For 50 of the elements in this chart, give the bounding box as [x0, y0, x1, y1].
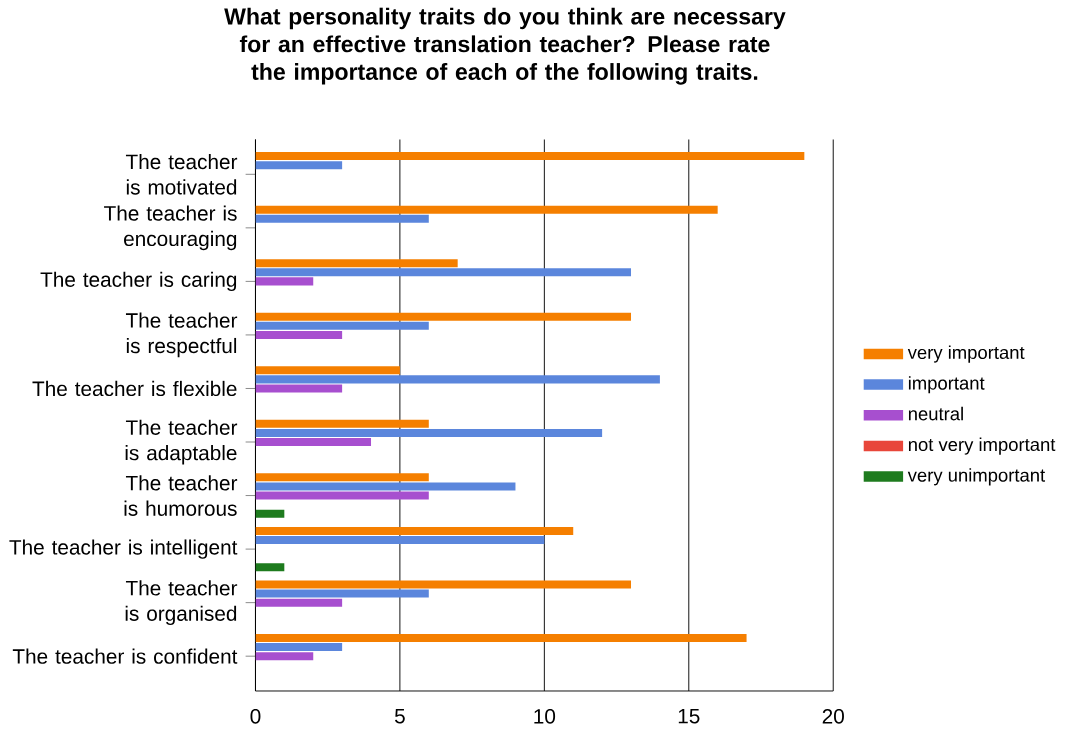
- legend-label: neutral: [908, 406, 963, 421]
- legend-label: not very important: [908, 437, 1056, 455]
- bar: [255, 419, 429, 428]
- bar: [255, 580, 632, 589]
- bar: [255, 589, 429, 598]
- bar: [255, 151, 805, 160]
- y-tick-label: The teacher is motivated: [125, 153, 238, 195]
- y-tick-label: The teacher is intelligent: [9, 539, 238, 559]
- bar: [255, 563, 285, 572]
- bar: [255, 312, 632, 321]
- x-tick-label: 15: [678, 708, 700, 724]
- y-tick-label: The teacher is flexible: [32, 380, 237, 396]
- bar: [255, 161, 343, 170]
- bar: [255, 366, 400, 375]
- bar: [255, 509, 285, 518]
- bar: [255, 375, 660, 384]
- y-tick-label: The teacher is respectful: [125, 312, 238, 358]
- chart-title: What personality traits do you think are necessary for an effective translation teacher? Please rate the importance of each of the following traits.: [224, 7, 786, 85]
- bar: [255, 535, 545, 544]
- bar: [255, 330, 343, 339]
- y-tick-label: The teacher is encouraging: [104, 205, 237, 251]
- legend-label: very unimportant: [907, 467, 1046, 486]
- legend-label: important: [908, 375, 985, 394]
- bar: [255, 384, 343, 393]
- bar: [255, 491, 429, 500]
- x-tick-label: 10: [534, 708, 556, 724]
- bar: [255, 277, 314, 286]
- bar: [255, 642, 343, 651]
- bar: [255, 633, 747, 642]
- bar: [255, 428, 603, 437]
- y-tick-label: The teacher is adaptable: [125, 419, 238, 465]
- bar: [255, 205, 718, 214]
- bar: [255, 473, 429, 482]
- y-tick-label: The teacher is confident: [12, 648, 238, 664]
- y-tick-label: The teacher is organised: [125, 580, 238, 625]
- bar: [255, 321, 429, 330]
- y-tick-label: The teacher is caring: [40, 271, 237, 291]
- y-tick-label: The teacher is humorous: [124, 475, 238, 516]
- bar: [255, 651, 314, 661]
- x-tick-label: 5: [394, 708, 405, 724]
- bar: [255, 258, 458, 268]
- bar: [255, 268, 632, 277]
- x-tick-label: 20: [822, 708, 844, 724]
- legend-label: very important: [907, 345, 1025, 363]
- bar: [255, 482, 516, 491]
- x-tick-label: 0: [250, 708, 261, 724]
- bar: [255, 437, 372, 446]
- bar: [255, 214, 429, 223]
- bar: [255, 598, 343, 607]
- bar: [255, 526, 574, 535]
